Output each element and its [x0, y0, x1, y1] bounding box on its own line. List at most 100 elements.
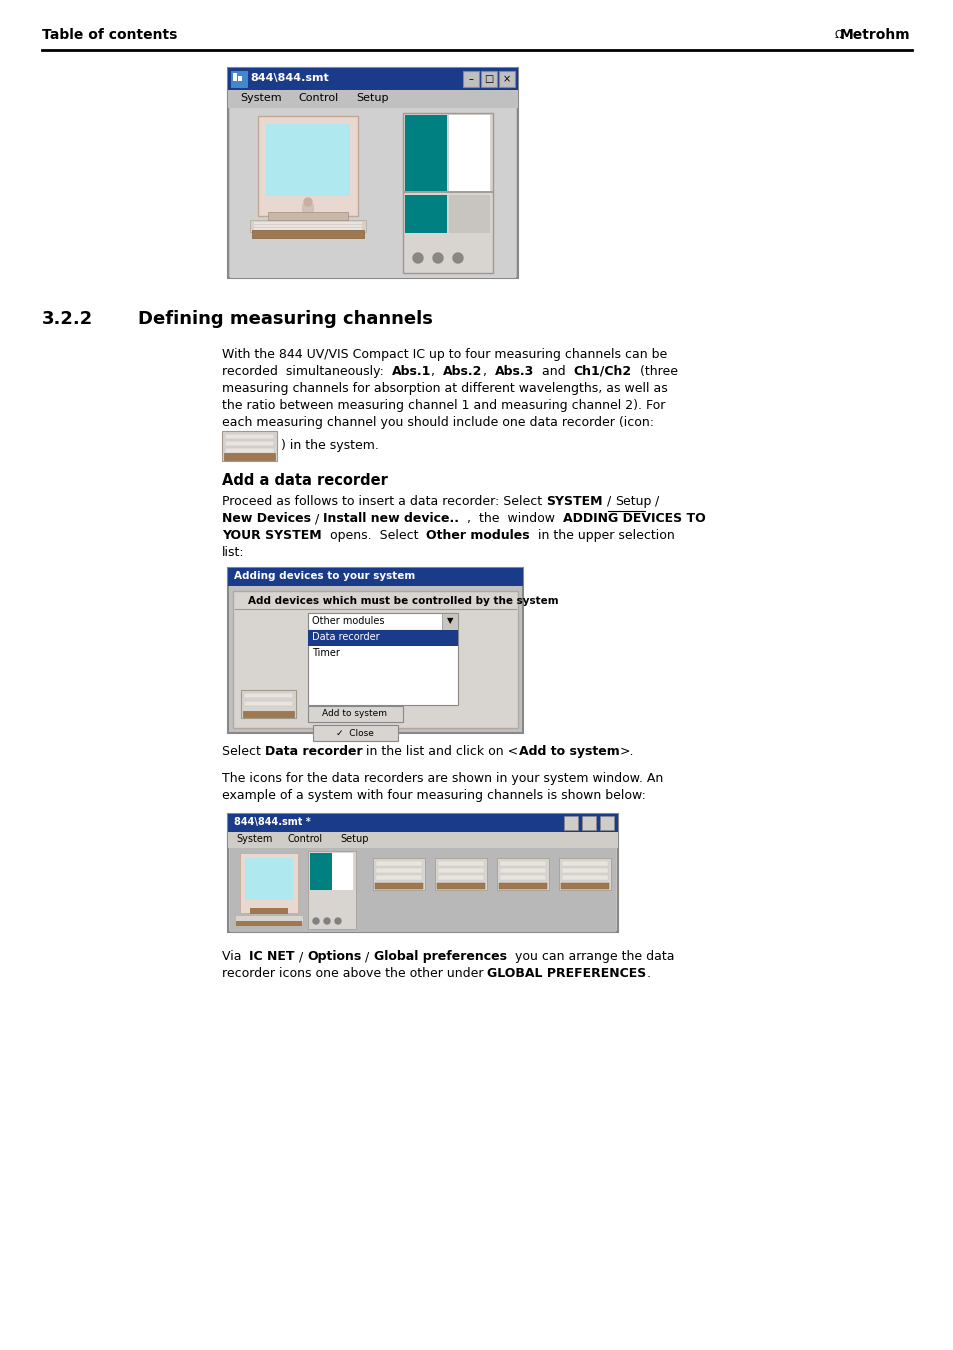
Bar: [402, 190, 493, 193]
Bar: [243, 711, 294, 717]
Bar: [228, 90, 517, 108]
Bar: [253, 221, 361, 224]
Text: ✓  Close: ✓ Close: [335, 729, 374, 737]
Bar: [375, 883, 422, 890]
Text: >.: >.: [618, 745, 633, 757]
Bar: [561, 875, 607, 880]
Bar: [250, 909, 288, 914]
Text: each measuring channel you should include one data recorder (icon:: each measuring channel you should includ…: [222, 416, 654, 429]
Bar: [308, 706, 402, 722]
Text: ,: ,: [431, 364, 443, 378]
Bar: [437, 861, 483, 865]
Text: 3.2.2: 3.2.2: [42, 310, 93, 328]
Bar: [437, 875, 483, 880]
Bar: [244, 701, 293, 706]
Bar: [480, 72, 497, 86]
Text: SYSTEM: SYSTEM: [545, 495, 602, 508]
Circle shape: [433, 252, 442, 263]
Bar: [244, 693, 293, 698]
Bar: [257, 116, 357, 216]
Text: Adding devices to your system: Adding devices to your system: [233, 571, 415, 580]
Text: Ω: Ω: [834, 30, 842, 40]
Bar: [436, 883, 484, 890]
Text: /: /: [651, 495, 659, 508]
Bar: [237, 76, 242, 81]
Text: Setup: Setup: [355, 93, 388, 103]
Text: Via: Via: [222, 950, 250, 963]
Text: New Devices: New Devices: [222, 512, 311, 525]
Text: /: /: [602, 495, 615, 508]
Bar: [308, 613, 457, 630]
Bar: [233, 591, 517, 728]
Text: System: System: [240, 93, 281, 103]
Bar: [222, 431, 276, 460]
Text: ▼: ▼: [446, 617, 453, 625]
Bar: [228, 814, 618, 931]
Text: ADDING DEVICES TO: ADDING DEVICES TO: [562, 512, 705, 525]
Text: in the list and click on <: in the list and click on <: [362, 745, 518, 757]
Text: Add to system: Add to system: [322, 710, 387, 718]
Circle shape: [304, 198, 312, 207]
Text: Ch1/Ch2: Ch1/Ch2: [573, 364, 631, 378]
Text: Control: Control: [297, 93, 338, 103]
Text: Timer: Timer: [312, 648, 339, 657]
Text: Add a data recorder: Add a data recorder: [222, 472, 388, 487]
Text: Control: Control: [288, 834, 323, 844]
Bar: [225, 433, 274, 439]
Bar: [332, 853, 353, 890]
Bar: [225, 448, 274, 454]
Bar: [240, 853, 297, 913]
Text: .: .: [646, 967, 650, 980]
Bar: [310, 853, 332, 890]
Text: With the 844 UV/VIS Compact IC up to four measuring channels can be: With the 844 UV/VIS Compact IC up to fou…: [222, 348, 666, 360]
Text: Table of contents: Table of contents: [42, 28, 177, 42]
Bar: [231, 72, 247, 86]
Text: □: □: [484, 74, 493, 84]
Text: ×: ×: [502, 74, 511, 84]
Text: Other modules: Other modules: [312, 616, 384, 626]
Text: Add to system: Add to system: [518, 745, 618, 757]
Bar: [498, 72, 515, 86]
Text: Setup: Setup: [608, 995, 644, 1008]
Bar: [228, 814, 618, 832]
Bar: [313, 725, 397, 741]
Bar: [252, 230, 364, 238]
Bar: [268, 212, 348, 220]
Text: Select: Select: [222, 745, 265, 757]
Bar: [499, 868, 545, 873]
Text: Other modules: Other modules: [426, 529, 529, 541]
Bar: [599, 815, 614, 830]
Bar: [563, 815, 578, 830]
Text: /: /: [311, 512, 323, 525]
Text: Global preferences: Global preferences: [374, 950, 506, 963]
Bar: [581, 815, 596, 830]
Text: Data recorder: Data recorder: [312, 632, 379, 643]
Bar: [241, 690, 295, 718]
Bar: [405, 115, 447, 192]
Bar: [228, 568, 522, 733]
Circle shape: [413, 252, 422, 263]
Bar: [462, 72, 478, 86]
Text: Proceed as follows to insert a data recorder: Select: Proceed as follows to insert a data reco…: [222, 495, 545, 508]
Text: Abs.2: Abs.2: [443, 364, 482, 378]
Text: Setup: Setup: [339, 834, 368, 844]
Text: list:: list:: [222, 545, 244, 559]
Bar: [228, 68, 517, 90]
Circle shape: [324, 918, 330, 923]
Bar: [561, 861, 607, 865]
Text: Abs.3: Abs.3: [494, 364, 534, 378]
Bar: [375, 875, 421, 880]
Text: measuring channels for absorption at different wavelengths, as well as: measuring channels for absorption at dif…: [222, 382, 667, 396]
Text: Install new device..: Install new device..: [323, 512, 458, 525]
Bar: [375, 868, 421, 873]
Text: YOUR SYSTEM: YOUR SYSTEM: [222, 529, 321, 541]
Bar: [245, 859, 293, 900]
Text: Metrohm: Metrohm: [839, 28, 909, 42]
Text: /: /: [361, 950, 374, 963]
Bar: [225, 441, 274, 446]
Text: IC NET: IC NET: [250, 950, 294, 963]
Bar: [253, 225, 361, 227]
Bar: [497, 859, 548, 890]
Text: GLOBAL PREFERENCES: GLOBAL PREFERENCES: [487, 967, 646, 980]
Bar: [560, 883, 608, 890]
